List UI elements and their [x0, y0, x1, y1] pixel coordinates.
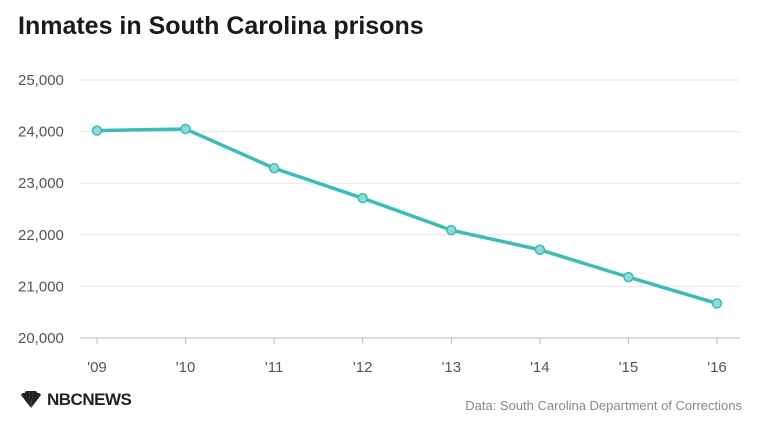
nbc-news-logo: NBCNEWS	[18, 390, 132, 410]
y-axis-ticks: 20,000 21,000 22,000 23,000 24,000 25,000	[18, 72, 64, 347]
series-line-path	[96, 127, 718, 306]
y-tick-label: 20,000	[18, 330, 64, 347]
x-tick-label: '16	[707, 359, 727, 376]
data-point[interactable]	[180, 123, 191, 135]
chart-title: Inmates in South Carolina prisons	[18, 12, 424, 40]
data-point[interactable]	[534, 244, 546, 256]
y-tick-label: 21,000	[18, 278, 64, 295]
data-point[interactable]	[623, 271, 634, 283]
logo-text: NBCNEWS	[47, 390, 132, 409]
peacock-icon	[21, 391, 41, 408]
data-points	[91, 123, 723, 309]
grid-lines	[80, 79, 740, 339]
x-tick-label: '13	[442, 359, 462, 376]
x-tick-label: '14	[530, 359, 550, 376]
x-tick-label: '10	[176, 359, 196, 376]
data-point[interactable]	[446, 224, 457, 236]
data-point[interactable]	[711, 298, 723, 309]
line-chart: 20,000 21,000 22,000 23,000 24,000 25,000 '09…	[18, 72, 740, 376]
x-axis-ticks: '09 '10 '11 '12 '13 '14 '15 '16	[87, 338, 727, 376]
y-tick-label: 24,000	[18, 124, 64, 141]
y-tick-label: 23,000	[18, 175, 64, 192]
y-tick-label: 25,000	[18, 72, 64, 89]
x-tick-label: '12	[353, 359, 373, 376]
x-tick-label: '09	[87, 359, 107, 376]
data-point[interactable]	[91, 125, 103, 136]
series-line	[96, 127, 718, 306]
y-tick-label: 22,000	[18, 227, 64, 244]
x-tick-label: '15	[619, 359, 639, 376]
x-tick-label: '11	[265, 359, 283, 376]
source-note: Data: South Carolina Department of Corre…	[465, 398, 742, 413]
data-point[interactable]	[268, 162, 280, 174]
data-point[interactable]	[357, 192, 368, 204]
